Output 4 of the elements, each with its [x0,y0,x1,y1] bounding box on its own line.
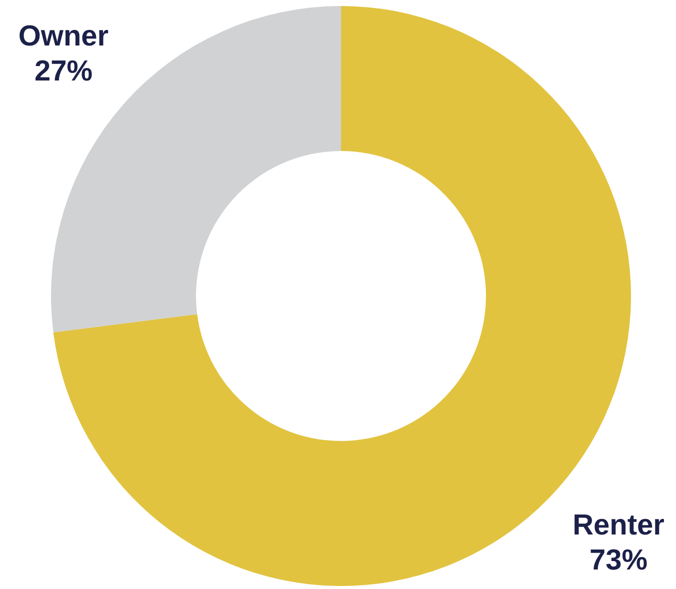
slice-label: Renter [572,510,664,542]
data-label: 27% [34,55,93,88]
slice-label: Owner [18,20,109,52]
data-label: 73% [590,544,648,577]
